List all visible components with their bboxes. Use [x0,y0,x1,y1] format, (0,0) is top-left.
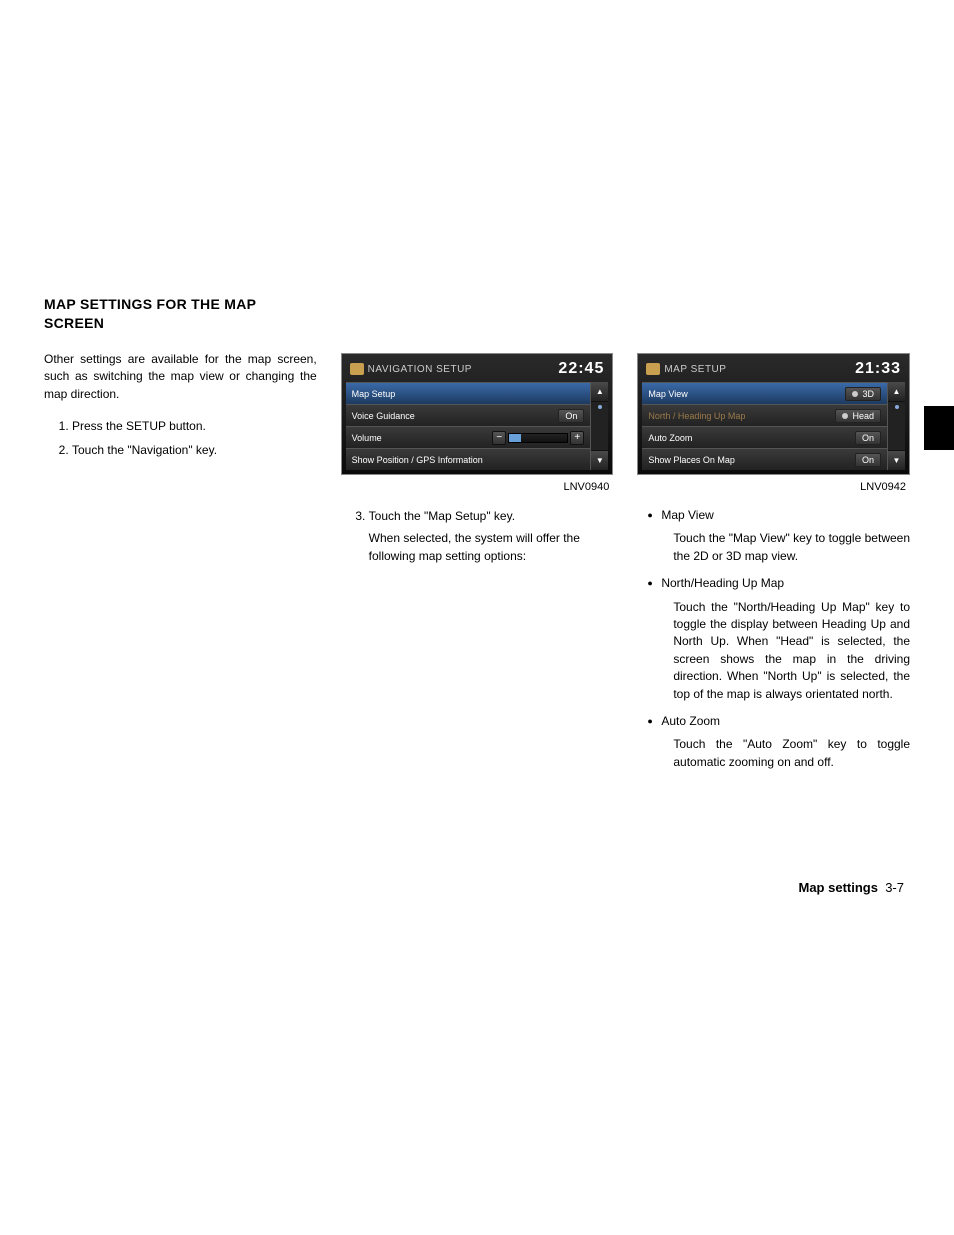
device-title: MAP SETUP [664,364,726,375]
scroll-track[interactable] [888,402,905,450]
scroll-up-icon[interactable]: ▲ [591,382,608,402]
row-label: Voice Guidance [352,411,415,421]
bullet-desc: Touch the "Auto Zoom" key to toggle auto… [673,736,910,771]
device-body: Map Setup Voice Guidance On Volume − + [346,382,609,470]
row-label: Auto Zoom [648,433,692,443]
toggle-dot-icon [852,391,858,397]
toggle-value[interactable]: On [855,453,881,467]
step-3-text: Touch the "Map Setup" key. [369,509,515,523]
step-3-sub: When selected, the system will offer the… [369,529,614,565]
row-map-setup[interactable]: Map Setup [346,382,591,404]
row-label: Map Setup [352,389,396,399]
device-title-group: MAP SETUP [646,363,726,375]
row-label: North / Heading Up Map [648,411,745,421]
bullet-title: Auto Zoom [661,714,720,728]
scroll-down-icon[interactable]: ▼ [888,450,905,470]
row-label: Show Places On Map [648,455,735,465]
figure-caption-1: LNV0940 [341,481,614,493]
side-tab [924,406,954,450]
bullet-desc: Touch the "North/Heading Up Map" key to … [673,599,910,703]
row-gps-info[interactable]: Show Position / GPS Information [346,448,591,470]
steps-list-1: Press the SETUP button. Touch the "Navig… [44,417,317,459]
footer-page-number: 3-7 [885,880,904,895]
step-3: Touch the "Map Setup" key. When selected… [369,507,614,565]
column-left: MAP SETTINGS FOR THE MAP SCREEN Other se… [44,295,317,781]
minus-button[interactable]: − [492,431,506,445]
toggle-value[interactable]: Head [835,409,882,423]
row-label: Map View [648,389,687,399]
row-auto-zoom[interactable]: Auto Zoom On [642,426,887,448]
bullet-desc: Touch the "Map View" key to toggle betwe… [673,530,910,565]
page-content: MAP SETTINGS FOR THE MAP SCREEN Other se… [44,295,910,781]
row-label: Volume [352,433,382,443]
row-volume[interactable]: Volume − + [346,426,591,448]
bullet-north-heading: North/Heading Up Map Touch the "North/He… [647,575,910,703]
column-middle: NAVIGATION SETUP 22:45 Map Setup Voice G… [341,295,614,781]
scroll-track[interactable] [591,402,608,450]
bullet-list: Map View Touch the "Map View" key to tog… [637,507,910,771]
section-heading: MAP SETTINGS FOR THE MAP SCREEN [44,295,317,333]
bullet-map-view: Map View Touch the "Map View" key to tog… [647,507,910,565]
volume-slider[interactable]: − + [492,431,584,445]
toggle-dot-icon [842,413,848,419]
nav-icon [350,363,364,375]
toggle-value[interactable]: On [558,409,584,423]
slider-bar[interactable] [508,433,568,443]
toggle-value[interactable]: 3D [845,387,882,401]
intro-text: Other settings are available for the map… [44,351,317,403]
page-footer: Map settings 3-7 [799,880,905,895]
bullet-title: Map View [661,508,713,522]
row-label: Show Position / GPS Information [352,455,483,465]
column-right: MAP SETUP 21:33 Map View 3D North / Head… [637,295,910,781]
row-voice-guidance[interactable]: Voice Guidance On [346,404,591,426]
figure-nav-setup: NAVIGATION SETUP 22:45 Map Setup Voice G… [341,353,614,475]
row-north-heading[interactable]: North / Heading Up Map Head [642,404,887,426]
device-rows: Map View 3D North / Heading Up Map Head … [642,382,887,470]
device-title: NAVIGATION SETUP [368,364,472,375]
row-map-view[interactable]: Map View 3D [642,382,887,404]
scroll-up-icon[interactable]: ▲ [888,382,905,402]
scroll-down-icon[interactable]: ▼ [591,450,608,470]
device-header: NAVIGATION SETUP 22:45 [346,358,609,382]
steps-list-2: Touch the "Map Setup" key. When selected… [341,507,614,565]
figure-map-setup: MAP SETUP 21:33 Map View 3D North / Head… [637,353,910,475]
device-clock: 22:45 [558,360,604,378]
footer-section: Map settings [799,880,878,895]
scrollbar[interactable]: ▲ ▼ [590,382,608,470]
plus-button[interactable]: + [570,431,584,445]
map-icon [646,363,660,375]
device-rows: Map Setup Voice Guidance On Volume − + [346,382,591,470]
toggle-value[interactable]: On [855,431,881,445]
bullet-auto-zoom: Auto Zoom Touch the "Auto Zoom" key to t… [647,713,910,771]
row-show-places[interactable]: Show Places On Map On [642,448,887,470]
step-2: Touch the "Navigation" key. [72,441,317,459]
device-clock: 21:33 [855,360,901,378]
figure-caption-2: LNV0942 [637,481,910,493]
device-title-group: NAVIGATION SETUP [350,363,472,375]
step-1: Press the SETUP button. [72,417,317,435]
device-body: Map View 3D North / Heading Up Map Head … [642,382,905,470]
bullet-title: North/Heading Up Map [661,576,784,590]
scrollbar[interactable]: ▲ ▼ [887,382,905,470]
device-header: MAP SETUP 21:33 [642,358,905,382]
